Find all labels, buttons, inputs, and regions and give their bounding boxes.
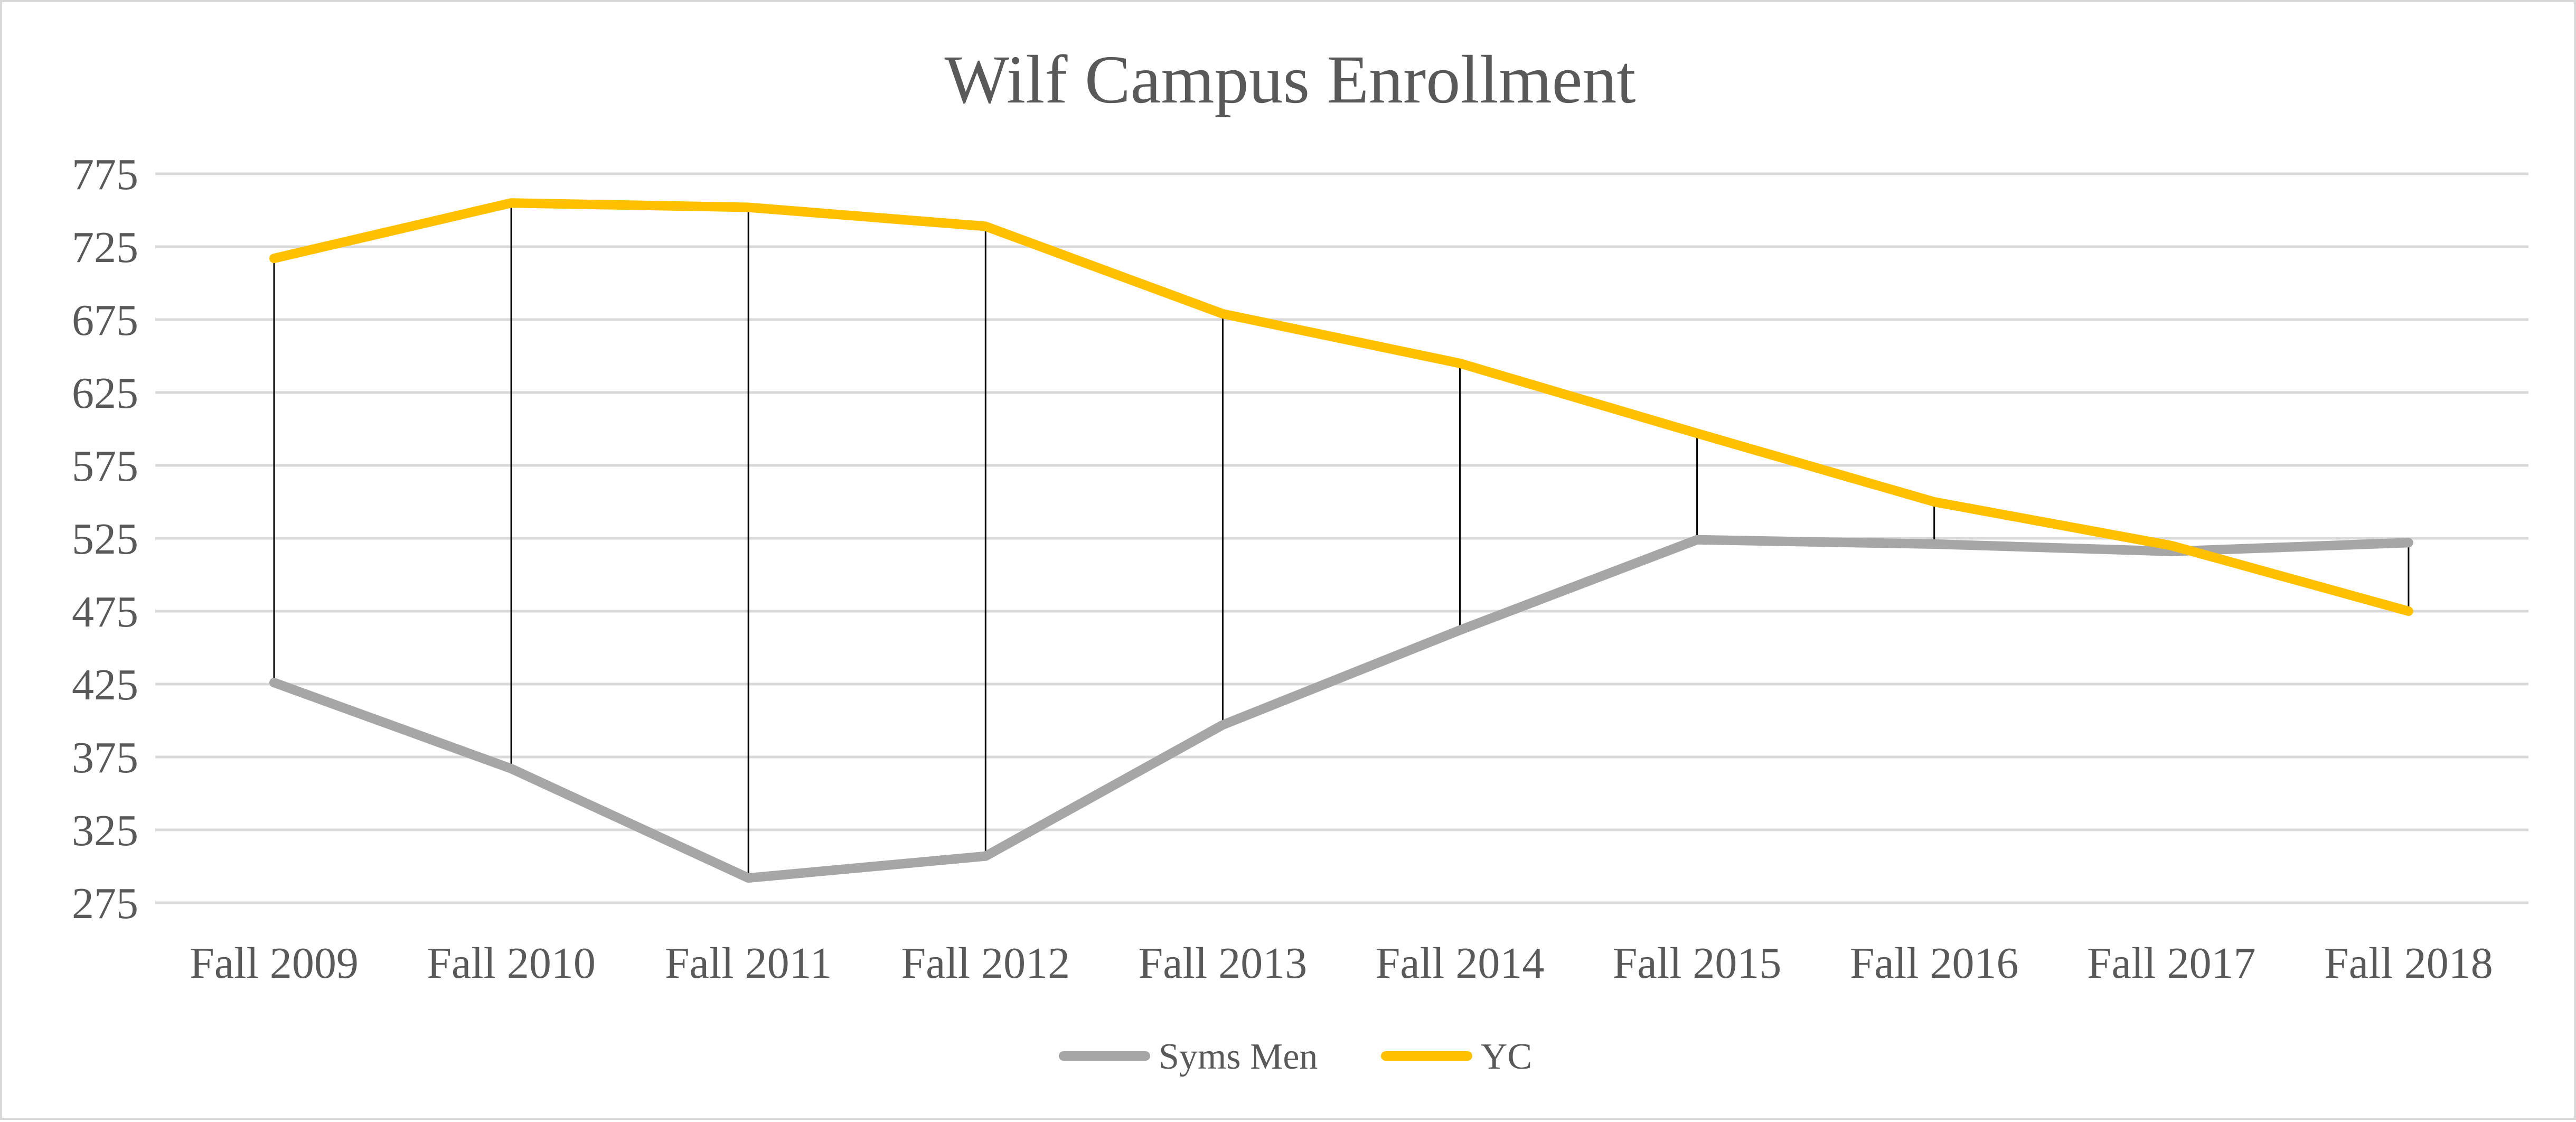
x-tick-label: Fall 2009 [190,939,359,988]
y-tick-label: 425 [72,660,138,709]
x-tick-label: Fall 2011 [665,939,832,988]
data-point [274,258,275,259]
legend-label: YC [1481,1036,1532,1077]
y-tick-label: 525 [72,515,138,564]
data-point [985,855,986,857]
data-point [511,768,512,770]
legend: Syms Men YC [1059,1036,1532,1077]
data-point [985,226,986,227]
chart-title: Wilf Campus Enrollment [944,42,1635,118]
drop-lines [273,203,2410,878]
data-point [2408,542,2409,544]
data-point [748,207,749,208]
y-tick-label: 475 [72,587,138,637]
y-tick-label: 725 [72,223,138,272]
series-line-syms-men [269,535,2413,883]
x-tick-label: Fall 2015 [1613,939,1782,988]
y-tick-label: 375 [72,733,138,782]
data-point [2170,545,2172,546]
y-tick-label: 625 [72,369,138,418]
legend-label: Syms Men [1159,1036,1318,1077]
data-point [511,202,512,204]
series-line-yc [269,198,2413,616]
series-lines [269,198,2413,883]
data-point [2170,550,2172,552]
data-point [1459,362,1461,364]
x-tick-label: Fall 2012 [901,939,1070,988]
x-tick-label: Fall 2010 [427,939,596,988]
x-tick-label: Fall 2014 [1376,939,1545,988]
data-point [1933,501,1935,502]
x-tick-label: Fall 2018 [2324,939,2493,988]
data-point [1222,313,1224,314]
data-point [274,682,275,684]
data-point [1696,433,1698,434]
y-tick-label: 325 [72,806,138,855]
data-point [1222,724,1224,726]
y-tick-label: 775 [72,150,138,199]
data-point [1696,539,1698,540]
data-point [748,877,749,879]
y-axis-ticks: 775 725 675 625 575 525 475 425 375 325 275 [72,150,138,928]
x-axis-ticks: Fall 2009 Fall 2010 Fall 2011 Fall 2012 Fall… [190,939,2493,988]
data-point [1459,629,1461,631]
x-tick-label: Fall 2013 [1139,939,1308,988]
gridlines [155,172,2528,904]
x-tick-label: Fall 2016 [1850,939,2019,988]
y-tick-label: 275 [72,879,138,928]
data-point [1933,544,1935,545]
data-point [2408,611,2409,612]
x-tick-label: Fall 2017 [2087,939,2256,988]
y-tick-label: 675 [72,296,138,345]
y-tick-label: 575 [72,442,138,491]
